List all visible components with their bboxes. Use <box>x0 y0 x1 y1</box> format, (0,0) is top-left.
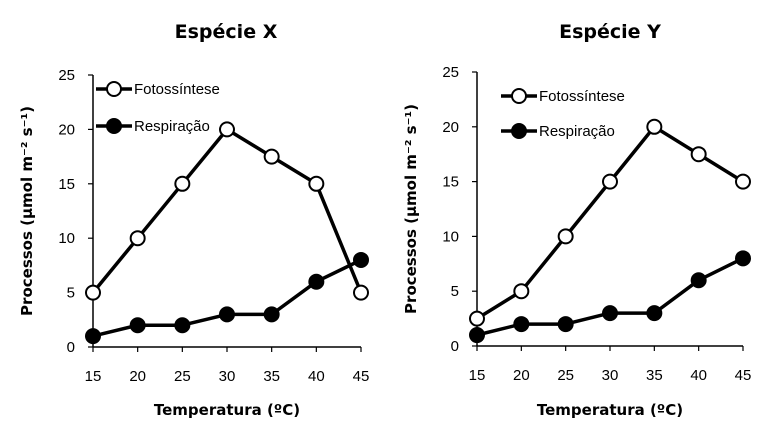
legend-marker-respiracao <box>106 118 122 134</box>
y-tick-label: 0 <box>67 339 75 356</box>
x-tick-label: 30 <box>219 368 236 385</box>
y-tick-label: 15 <box>442 174 459 191</box>
y-tick-label: 10 <box>442 228 459 245</box>
data-point-fotossintese <box>735 173 751 190</box>
x-tick-label: 15 <box>469 367 486 384</box>
data-point-fotossintese <box>219 121 235 138</box>
data-point-fotossintese <box>85 284 101 301</box>
x-tick-label: 35 <box>646 367 663 384</box>
chart-panel-especie-x: Espécie X 0 5 10 15 20 25 15 20 25 30 35 40 45 Tempera… <box>18 21 369 419</box>
x-tick-label: 40 <box>308 368 325 385</box>
y-tick-label: 10 <box>58 230 75 247</box>
y-tick-label: 25 <box>58 67 75 84</box>
x-axis-label: Temperatura (ºC) <box>154 401 300 419</box>
series-line-fotossintese <box>91 127 363 294</box>
legend-marker-fotossintese <box>106 81 122 97</box>
data-point-respiracao <box>129 317 146 334</box>
legend-label-respiracao: Respiração <box>134 118 210 135</box>
data-point-fotossintese <box>646 118 663 135</box>
data-point-respiracao <box>263 306 280 323</box>
data-point-respiracao <box>690 272 707 289</box>
chart-panel-especie-y: Espécie Y 0 5 10 15 20 25 15 20 25 30 35 40 45 Tempera… <box>402 21 751 419</box>
y-tick-label: 20 <box>58 121 75 138</box>
y-tick-label: 20 <box>442 119 459 136</box>
data-point-respiracao <box>557 316 574 333</box>
data-point-respiracao <box>469 327 485 344</box>
x-tick-label: 20 <box>129 368 146 385</box>
legend-label-fotossintese: Fotossíntese <box>134 81 220 98</box>
chart-title: Espécie Y <box>559 21 661 43</box>
x-tick-label: 25 <box>557 367 574 384</box>
data-point-respiracao <box>308 273 325 290</box>
x-tick-label: 45 <box>735 367 752 384</box>
data-point-fotossintese <box>469 310 485 327</box>
x-tick-label: 25 <box>174 368 191 385</box>
y-axis-label: Processos (µmol m⁻² s⁻¹) <box>402 104 420 314</box>
x-tick-label: 35 <box>263 368 280 385</box>
data-point-fotossintese <box>513 283 530 300</box>
x-tick-label: 30 <box>602 367 619 384</box>
y-tick-label: 0 <box>451 338 459 355</box>
data-point-fotossintese <box>557 228 574 245</box>
legend-marker-respiracao <box>511 123 527 139</box>
data-point-fotossintese <box>353 284 369 301</box>
data-point-respiracao <box>219 306 235 323</box>
legend-label-respiracao: Respiração <box>539 123 615 140</box>
y-tick-label: 15 <box>58 176 75 193</box>
data-point-respiracao <box>602 305 618 322</box>
x-tick-label: 40 <box>690 367 707 384</box>
chart-title: Espécie X <box>175 21 278 43</box>
x-axis-label: Temperatura (ºC) <box>537 401 683 419</box>
data-point-fotossintese <box>129 230 146 247</box>
data-point-fotossintese <box>602 173 618 190</box>
data-point-respiracao <box>353 251 369 268</box>
legend-label-fotossintese: Fotossíntese <box>539 88 625 105</box>
y-tick-label: 5 <box>67 285 75 302</box>
y-tick-label: 25 <box>442 64 459 81</box>
data-point-respiracao <box>85 328 101 345</box>
data-point-respiracao <box>174 317 191 334</box>
x-tick-label: 15 <box>85 368 102 385</box>
data-point-respiracao <box>513 316 530 333</box>
data-point-respiracao <box>646 305 663 322</box>
data-point-fotossintese <box>263 148 280 165</box>
data-point-fotossintese <box>174 175 191 192</box>
data-point-fotossintese <box>690 146 707 163</box>
y-axis-label: Processos (µmol m⁻² s⁻¹) <box>18 106 36 316</box>
y-tick-label: 5 <box>451 283 459 300</box>
data-point-respiracao <box>735 250 751 267</box>
x-tick-label: 45 <box>353 368 370 385</box>
x-tick-label: 20 <box>513 367 530 384</box>
data-point-fotossintese <box>308 175 325 192</box>
legend-marker-fotossintese <box>511 88 527 104</box>
